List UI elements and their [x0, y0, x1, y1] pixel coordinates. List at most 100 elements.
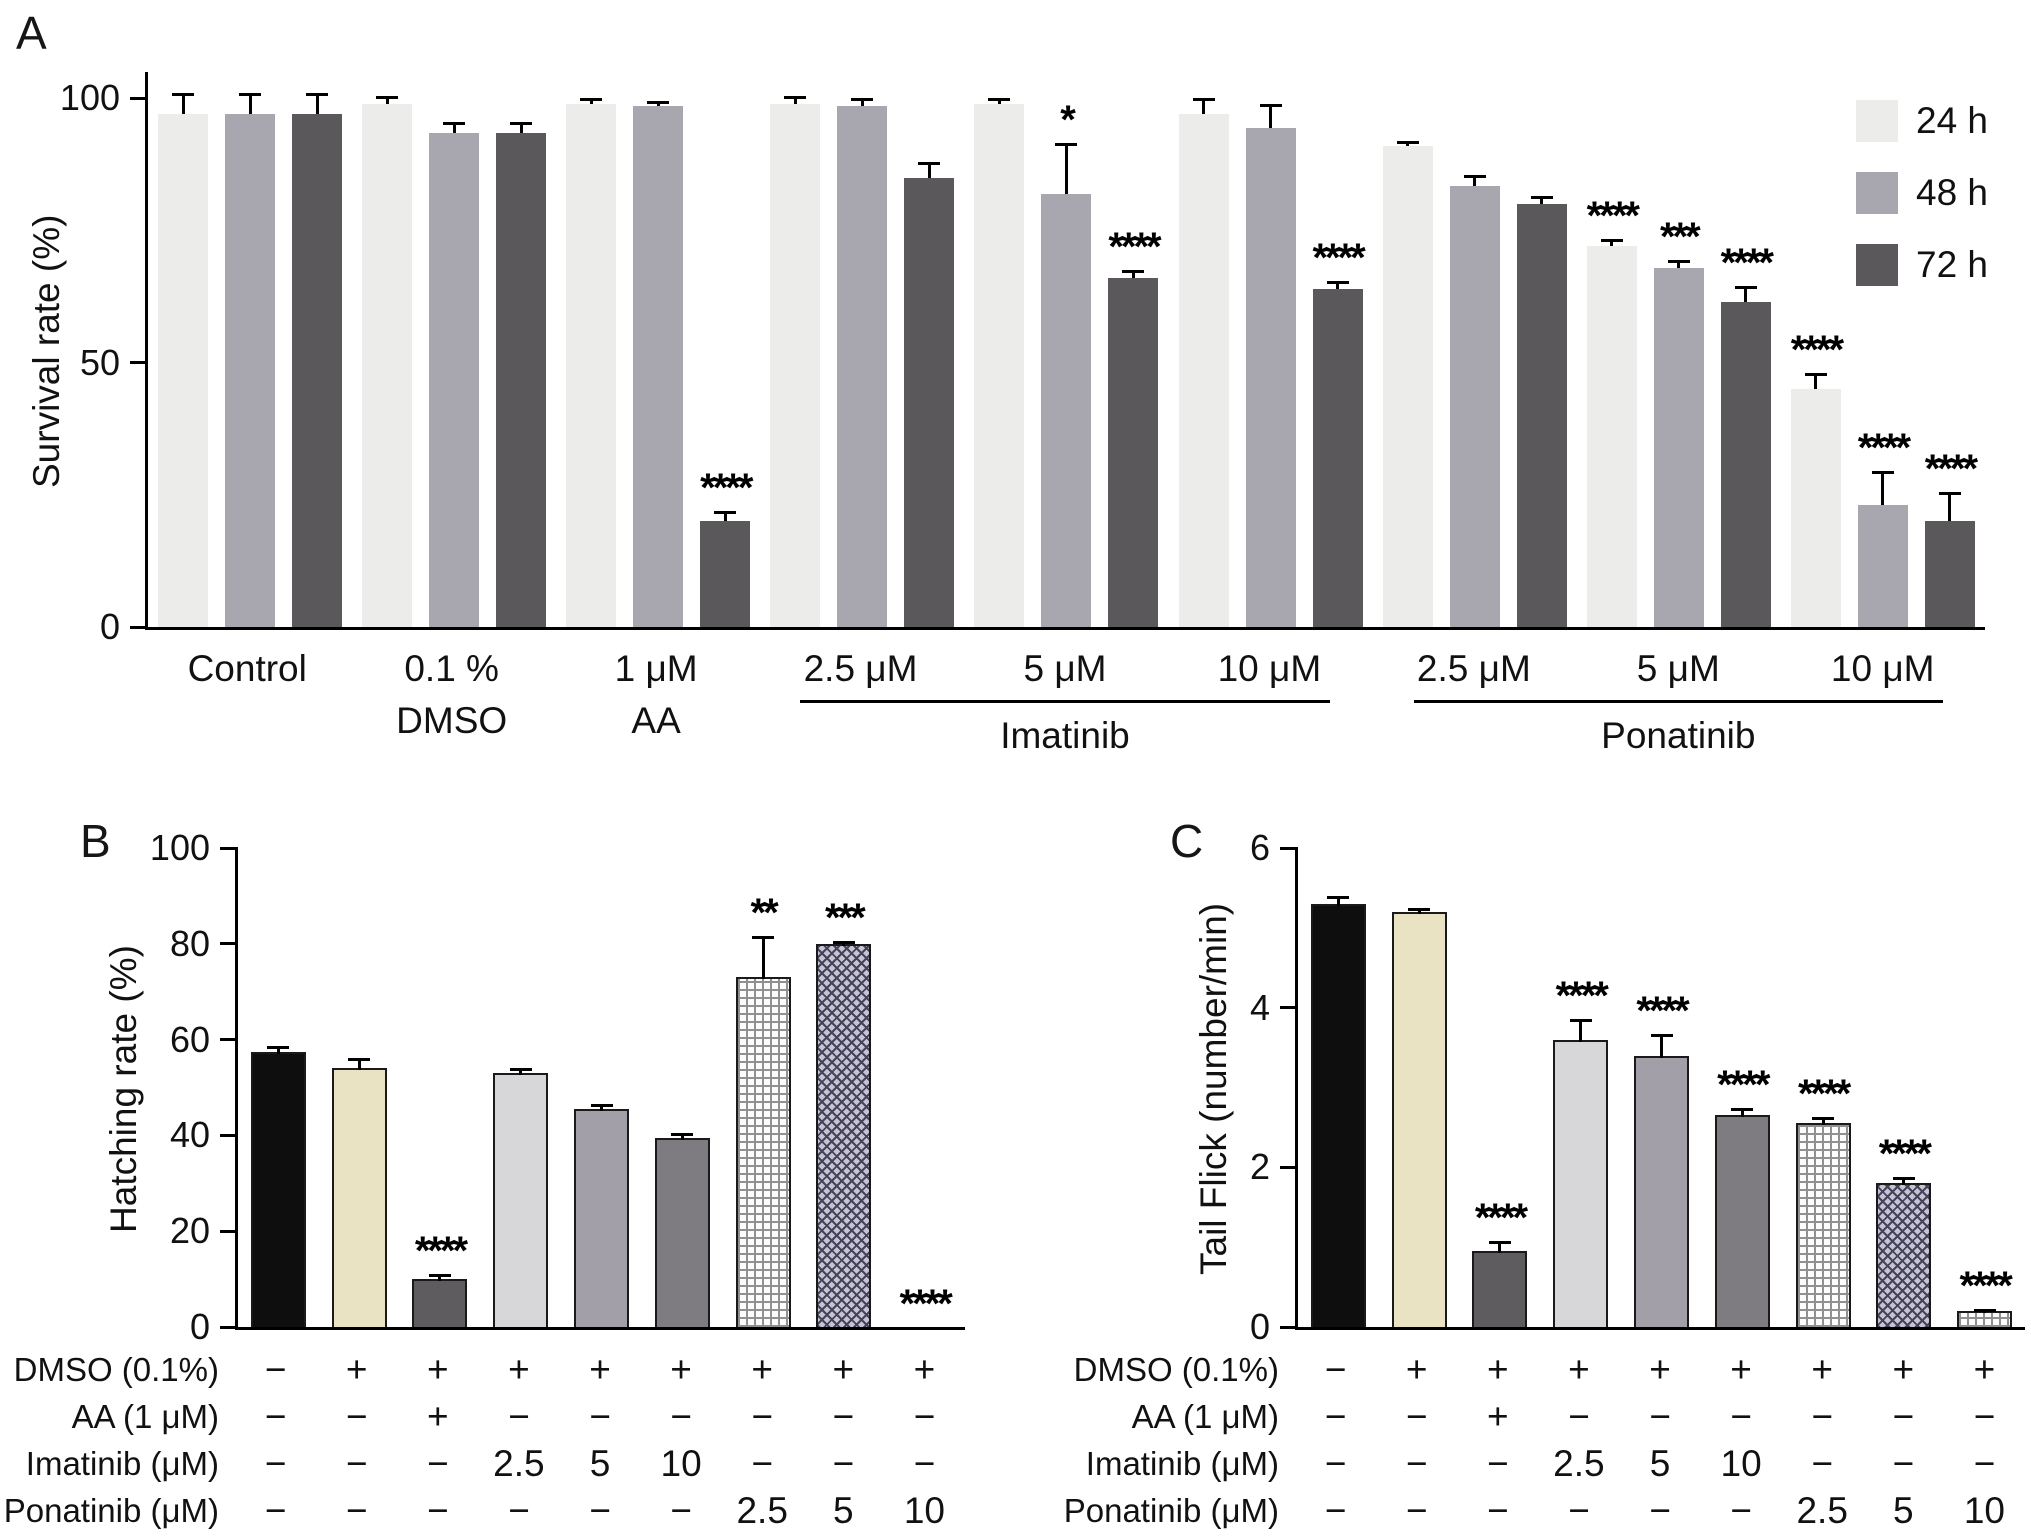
error-bar-cap — [647, 101, 670, 105]
treatment-row-values: − − + − − − − − − — [235, 1396, 965, 1438]
treatment-row-values: − − − − − − 2.5 5 10 — [235, 1490, 965, 1532]
bar-slot — [1298, 848, 1379, 1327]
significance-stars: **** — [1790, 328, 1844, 373]
panel-b-letter: B — [80, 815, 111, 867]
treatment-value: − — [1405, 1395, 1428, 1437]
treatment-value: 5 — [1893, 1489, 1914, 1531]
treatment-value: − — [670, 1395, 692, 1437]
error-bar-stem — [1064, 143, 1068, 194]
survival-group-annotations: DMSO AA Imatinib Ponatinib — [145, 700, 1985, 757]
error-bar-cap — [1192, 98, 1215, 102]
hatching-chart-plot: 0 20 40 60 80 100 **** ** *** **** — [150, 830, 965, 1345]
error-bar-cap — [1973, 1309, 1996, 1313]
bar-slot — [480, 848, 561, 1327]
y-axis-tick-label: 80 — [169, 922, 210, 964]
survival-chart-plot: 0 50 100 **** * **** **** **** *** **** **** **** **… — [60, 72, 1985, 645]
bar-slot — [319, 848, 400, 1327]
treatment-row-label: Imatinib (μM) — [1085, 1444, 1279, 1482]
treatment-row-label: Imatinib (μM) — [25, 1444, 219, 1482]
significance-stars: **** — [1797, 1072, 1851, 1117]
error-bar-cap — [1396, 140, 1419, 144]
x-axis-label: 1 μM — [614, 648, 698, 689]
panel-tailflick: C Tail Flick (number/min) 0 2 4 6 **** **** **… — [1030, 800, 2031, 1538]
error-bar-cap — [1812, 1117, 1835, 1121]
error-bar-stem — [276, 1046, 280, 1054]
error-bar-cap — [784, 95, 807, 99]
error-bar-stem — [1498, 1241, 1502, 1254]
legend-swatch — [1856, 100, 1898, 142]
error-bar — [510, 122, 533, 133]
treatment-row-label: Ponatinib (μM) — [3, 1491, 219, 1529]
significance-stars: *** — [1659, 214, 1701, 259]
error-bar — [1122, 270, 1145, 279]
error-bar-cap — [1530, 196, 1553, 200]
treatment-value: 5 — [1649, 1442, 1671, 1484]
treatment-value: + — [1811, 1348, 1834, 1390]
treatment-value: − — [1486, 1489, 1509, 1531]
treatment-row-values: − − − 2.5 5 10 − − − — [235, 1443, 965, 1485]
bar — [654, 1132, 710, 1327]
error-bar-stem — [600, 1103, 604, 1112]
bar-slot: **** — [1944, 848, 2025, 1327]
significance-stars: **** — [1636, 988, 1689, 1033]
error-bar — [1396, 140, 1419, 146]
treatment-value: − — [1892, 1442, 1915, 1484]
bar-group — [1373, 72, 1577, 627]
y-axis-tick — [1280, 846, 1298, 850]
bar-slot — [238, 848, 319, 1327]
significance-stars: **** — [1720, 241, 1774, 286]
treatment-value: − — [1486, 1442, 1509, 1484]
y-axis-tick — [220, 846, 238, 850]
error-bar-stem — [1610, 238, 1614, 247]
treatment-value: + — [1892, 1348, 1915, 1390]
error-bar-stem — [927, 161, 931, 178]
error-bar-cap — [1804, 373, 1827, 377]
x-axis-label: 10 μM — [1830, 648, 1935, 689]
bar — [770, 95, 821, 627]
treatment-value: − — [1324, 1348, 1347, 1390]
hatching-y-axis-label: Hatching rate (%) — [103, 945, 144, 1233]
error-bar-stem — [680, 1132, 684, 1140]
treatment-row: Imatinib (μM) − − − 2.5 5 10 − − − — [0, 1440, 965, 1487]
treatment-value: − — [264, 1395, 287, 1437]
bars: **** ** *** **** — [238, 848, 965, 1327]
y-axis-tick — [220, 1038, 238, 1042]
treatment-row-label: DMSO (0.1%) — [13, 1350, 219, 1388]
error-bar — [428, 1273, 451, 1282]
error-bar-stem — [519, 122, 523, 133]
error-bar — [1892, 1177, 1915, 1186]
bar — [1382, 140, 1433, 627]
bars: **** **** **** **** **** **** **** — [1298, 848, 2025, 1327]
treatment-value: 10 — [1720, 1442, 1762, 1484]
error-bar — [376, 95, 399, 104]
treatment-value: + — [1649, 1348, 1671, 1390]
legend-label: 48 h — [1916, 172, 1989, 213]
treatment-value: 10 — [660, 1442, 702, 1484]
x-axis-label: 5 μM — [1023, 648, 1107, 689]
error-bar-cap — [1055, 143, 1078, 147]
bar: **** — [1108, 227, 1162, 627]
treatment-value: − — [1405, 1442, 1428, 1484]
y-axis-tick — [220, 1325, 238, 1329]
error-bar — [1667, 259, 1690, 268]
treatment-value: + — [1730, 1348, 1752, 1390]
error-bar-cap — [832, 941, 855, 945]
error-bar-cap — [1871, 471, 1894, 475]
error-bar-stem — [357, 1058, 361, 1071]
error-bar-cap — [267, 1046, 290, 1050]
treatment-value: − — [913, 1442, 936, 1484]
error-bar-cap — [376, 95, 399, 99]
significance-stars: **** — [1924, 447, 1978, 492]
treatment-value: 2.5 — [1553, 1442, 1605, 1484]
error-bar-cap — [1650, 1033, 1673, 1037]
error-bar — [1938, 492, 1961, 522]
error-bar-stem — [438, 1273, 442, 1282]
error-bar-stem — [248, 93, 252, 115]
panel-a-letter: A — [16, 7, 47, 59]
y-axis-tick — [130, 96, 148, 100]
bar-slot: **** — [400, 848, 481, 1327]
treatment-value: − — [264, 1489, 287, 1531]
error-bar-stem — [1821, 1117, 1825, 1126]
error-bar-cap — [510, 122, 533, 126]
treatment-value: − — [913, 1395, 936, 1437]
